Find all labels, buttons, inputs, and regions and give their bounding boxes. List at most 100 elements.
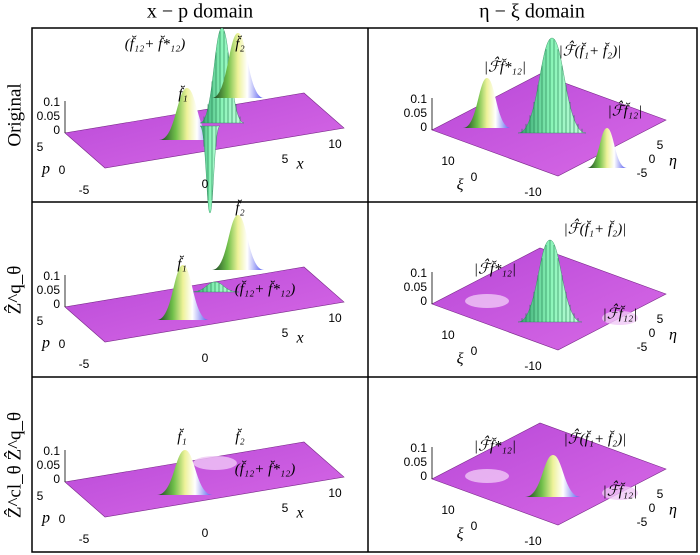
tick-label: 10 [328, 311, 342, 325]
tick-label: 0 [59, 512, 66, 526]
surface-plane [64, 441, 345, 518]
annotation: f̆₂ [235, 199, 244, 216]
tick-label: 0.1 [43, 269, 60, 283]
tick-label: -5 [79, 532, 90, 546]
annotation: f̆₁ [177, 428, 186, 445]
peak [157, 450, 213, 495]
tick-label: 0 [202, 351, 209, 365]
peak [199, 27, 245, 124]
tick-label: 5 [37, 140, 44, 154]
column-header: x − p domain [147, 1, 253, 23]
tick-label: 0 [420, 294, 427, 308]
tick-label: 0 [53, 297, 60, 311]
peak [463, 78, 511, 128]
tick-label: 10 [441, 503, 455, 517]
tick-label: -5 [637, 515, 648, 529]
tick-label: 0.1 [410, 92, 427, 106]
tick-label: 0.1 [43, 444, 60, 458]
axis-label: ξ [457, 177, 464, 194]
tick-label: 0.05 [37, 458, 61, 472]
annotation: f̆₁ [177, 255, 186, 272]
annotation: f̆₂ [235, 35, 244, 52]
tick-label: 10 [441, 154, 455, 168]
peak [525, 455, 581, 497]
tick-label: 0 [53, 123, 60, 137]
row-label: Ẑ^q_θ [3, 266, 25, 315]
tick-label: 0 [471, 170, 478, 184]
tick-label: -10 [524, 534, 542, 548]
tick-label: -5 [79, 183, 90, 197]
tick-label: 0.05 [404, 455, 428, 469]
peak [212, 215, 264, 270]
tick-label: -10 [524, 359, 542, 373]
peak [465, 469, 509, 483]
peak [157, 265, 209, 320]
tick-label: 10 [328, 137, 342, 151]
tick-label: 0 [420, 469, 427, 483]
tick-label: 10 [328, 486, 342, 500]
peak [602, 486, 638, 500]
axis-label: η [669, 502, 677, 519]
axis-label: p [41, 510, 50, 527]
annotation: (f̆₁₂+ f̆*₁₂) [125, 35, 186, 52]
tick-label: -5 [637, 166, 648, 180]
annotation: f̆₂ [235, 428, 244, 445]
axis-label: p [41, 161, 50, 178]
annotation: (f̆₁₂+ f̆*₁₂) [235, 280, 296, 297]
tick-label: 5 [657, 138, 664, 152]
axis-label: p [41, 335, 50, 352]
tick-label: 0.05 [37, 283, 61, 297]
tick-label: 0.1 [410, 266, 427, 280]
tick-label: 0.05 [404, 280, 428, 294]
tick-label: 0 [649, 501, 656, 515]
tick-label: 0 [471, 344, 478, 358]
tick-label: 5 [282, 326, 289, 340]
annotation: |ℱ̂(f̆₁+ f̆₂)| [564, 429, 627, 448]
annotation: |ℱ̂f̆*₁₂| [474, 259, 516, 278]
row-label: Original [4, 83, 25, 146]
tick-label: 0.05 [404, 106, 428, 120]
tick-label: 0.1 [410, 441, 427, 455]
tick-label: 10 [441, 328, 455, 342]
annotation: |ℱ̂(f̆₁+ f̆₂)| [559, 41, 622, 60]
peak [517, 37, 587, 134]
peak [193, 456, 237, 470]
tick-label: -10 [524, 185, 542, 199]
annotation: |ℱ̂f̆₁₂| [608, 101, 643, 120]
peak [199, 125, 221, 214]
axis-label: x [295, 505, 303, 522]
tick-label: -5 [79, 357, 90, 371]
axis-label: x [295, 156, 303, 173]
tick-label: -5 [637, 340, 648, 354]
peak [465, 294, 509, 308]
axis-label: ξ [457, 351, 464, 368]
tick-label: 0 [649, 152, 656, 166]
tick-label: 0 [202, 177, 209, 191]
tick-label: 0 [59, 337, 66, 351]
tick-label: 0 [59, 163, 66, 177]
row-label: Ẑ^cl_θ Ẑ^q_θ [3, 412, 25, 518]
tick-label: 5 [657, 312, 664, 326]
annotation: |ℱ̂f̆*₁₂| [474, 436, 516, 455]
tick-label: 5 [282, 501, 289, 515]
annotation: |ℱ̂(f̆₁+ f̆₂)| [564, 219, 627, 238]
tick-label: 5 [37, 489, 44, 503]
axis-label: η [669, 153, 677, 170]
annotation: |ℱ̂f̆₁₂| [603, 304, 638, 323]
annotation: |ℱ̂f̆₁₂| [603, 481, 638, 500]
peak [602, 311, 638, 325]
tick-label: 0.1 [43, 95, 60, 109]
tick-label: 0 [420, 120, 427, 134]
surface-plane [64, 266, 345, 343]
column-header: η − ξ domain [479, 1, 585, 23]
tick-label: 0 [53, 472, 60, 486]
peak [212, 33, 264, 98]
panel-frame [31, 27, 698, 553]
tick-label: 5 [37, 314, 44, 328]
